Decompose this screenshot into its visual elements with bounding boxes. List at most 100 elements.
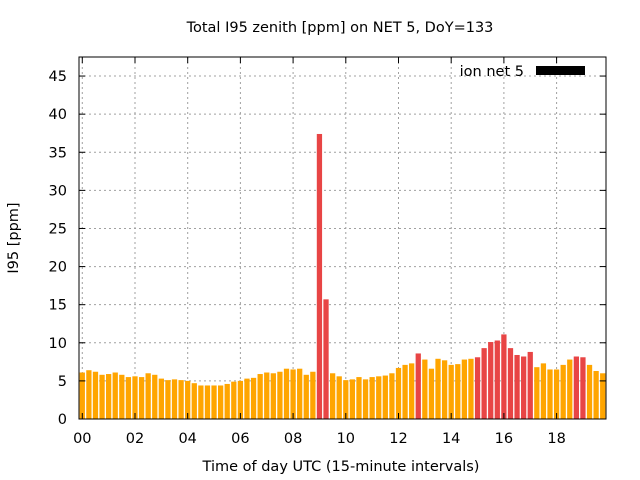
- bar: [441, 360, 448, 419]
- bar: [428, 368, 435, 419]
- bar: [349, 379, 356, 419]
- bar: [553, 369, 560, 419]
- x-tick-label: 04: [178, 431, 196, 447]
- x-tick-label: 00: [73, 431, 91, 447]
- bar: [99, 374, 105, 419]
- bar: [79, 372, 85, 419]
- bar: [527, 351, 533, 419]
- x-tick-label: 14: [442, 431, 460, 447]
- bar: [191, 383, 197, 419]
- bar: [474, 357, 481, 419]
- bar: [468, 358, 474, 419]
- bar: [415, 353, 421, 419]
- bar: [376, 376, 382, 419]
- bar: [86, 370, 92, 419]
- x-tick-label: 16: [495, 431, 513, 447]
- bar: [389, 373, 395, 419]
- x-tick-label: 02: [126, 431, 144, 447]
- bar: [158, 378, 164, 419]
- bar: [323, 299, 329, 419]
- bar: [106, 374, 112, 419]
- bar: [224, 383, 230, 419]
- bar: [382, 375, 388, 419]
- bar: [132, 376, 138, 419]
- plot-frame: [78, 56, 607, 420]
- x-tick-label: 06: [231, 431, 249, 447]
- y-tick-label: 25: [49, 221, 67, 237]
- bar: [343, 380, 349, 419]
- bar: [488, 342, 494, 419]
- bar: [494, 340, 500, 419]
- bar: [264, 372, 270, 419]
- bar: [329, 373, 336, 419]
- bar: [303, 374, 309, 419]
- bars-group: [79, 133, 606, 419]
- bar: [244, 378, 250, 419]
- bar: [171, 379, 178, 419]
- grid-lines: [79, 57, 606, 419]
- x-tick-label: 12: [389, 431, 407, 447]
- bar: [257, 374, 263, 419]
- bar: [422, 359, 428, 419]
- bar: [560, 364, 566, 419]
- bar: [448, 364, 454, 419]
- legend: ion net 5: [460, 64, 585, 80]
- bar: [112, 372, 118, 419]
- bar: [507, 348, 514, 419]
- bar: [435, 358, 441, 419]
- bar: [217, 385, 224, 419]
- bar: [369, 377, 375, 419]
- bar: [270, 373, 276, 419]
- bar: [250, 377, 257, 419]
- y-axis-label: I95 [ppm]: [6, 202, 22, 273]
- bar: [145, 373, 151, 419]
- bar: [165, 380, 171, 419]
- bar: [178, 380, 184, 419]
- x-tick-labels: 00 02 04 06 08 10 12 14 16 18: [73, 431, 566, 447]
- bar: [481, 348, 487, 419]
- bar: [316, 133, 323, 419]
- bar: [125, 377, 132, 419]
- bar: [534, 367, 540, 419]
- y-tick-label: 10: [49, 336, 67, 352]
- bar: [573, 356, 579, 419]
- bar: [395, 367, 402, 419]
- y-tick-label: 0: [58, 412, 67, 428]
- bar: [461, 359, 468, 419]
- bar: [138, 377, 145, 419]
- y-tick-labels: 0 5 10 15 20 25 30 35 40 45: [49, 69, 67, 428]
- y-tick-label: 40: [49, 107, 67, 123]
- x-tick-label: 18: [547, 431, 565, 447]
- bar: [237, 380, 244, 419]
- bar: [198, 385, 204, 419]
- bar: [362, 379, 369, 419]
- y-tick-label: 20: [49, 260, 67, 276]
- bar: [514, 354, 520, 419]
- bar: [211, 385, 217, 419]
- bar: [185, 380, 191, 419]
- bar: [204, 385, 211, 419]
- bar: [297, 368, 303, 419]
- bar: [152, 374, 158, 419]
- axis-ticks: [79, 57, 606, 420]
- bar: [231, 381, 237, 419]
- bar: [92, 371, 99, 419]
- legend-swatch: [536, 66, 585, 75]
- bar: [455, 364, 461, 419]
- bar: [501, 334, 507, 419]
- chart-title: Total I95 zenith [ppm] on NET 5, DoY=133: [186, 20, 494, 36]
- bar: [547, 369, 553, 419]
- bar: [336, 376, 342, 419]
- legend-label: ion net 5: [460, 64, 524, 80]
- bar: [310, 371, 316, 419]
- bar: [567, 359, 573, 419]
- bar: [402, 364, 408, 419]
- bar: [119, 374, 125, 419]
- bar: [593, 370, 599, 419]
- bar: [277, 371, 283, 419]
- y-tick-label: 35: [49, 145, 67, 161]
- x-tick-label: 08: [284, 431, 302, 447]
- bar: [600, 373, 606, 419]
- x-axis-label: Time of day UTC (15-minute intervals): [202, 459, 480, 475]
- bar: [540, 363, 547, 419]
